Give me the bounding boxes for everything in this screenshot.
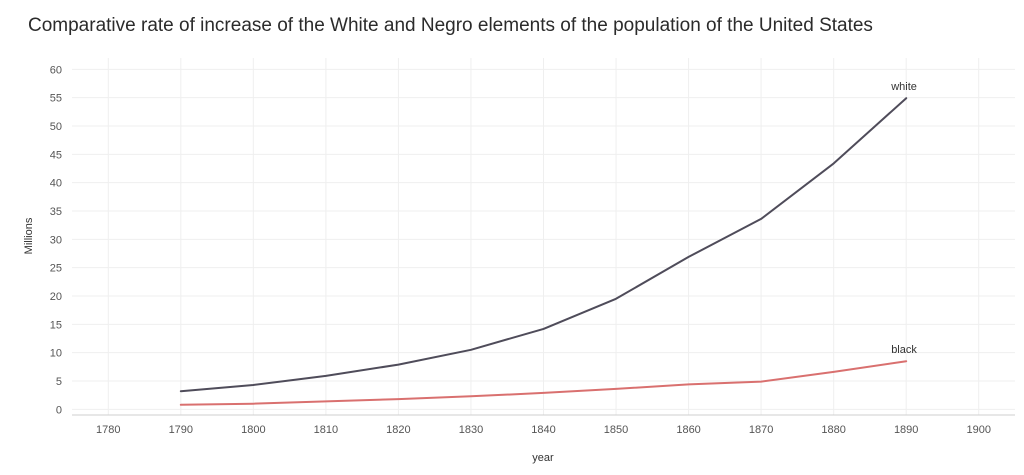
grid [72, 58, 1015, 415]
y-tick-label: 5 [56, 376, 62, 388]
x-axis-title: year [532, 452, 554, 464]
y-tick-label: 10 [50, 348, 62, 360]
series-line-black [179, 360, 908, 406]
y-tick-label: 0 [56, 404, 62, 416]
x-tick-label: 1900 [966, 424, 990, 436]
y-axis-title: Millions [23, 217, 35, 254]
series-label-black: black [891, 344, 917, 356]
y-tick-label: 25 [50, 263, 62, 275]
x-tick-label: 1880 [821, 424, 845, 436]
chart-title: Comparative rate of increase of the Whit… [28, 15, 873, 36]
y-tick-label: 20 [50, 291, 62, 303]
series-label-white: white [890, 81, 917, 93]
x-tick-label: 1840 [531, 424, 555, 436]
series-lines [179, 97, 908, 406]
y-tick-label: 45 [50, 149, 62, 161]
x-tick-label: 1870 [749, 424, 773, 436]
y-tick-label: 55 [50, 93, 62, 105]
x-tick-label: 1850 [604, 424, 628, 436]
y-tick-label: 40 [50, 178, 62, 190]
y-tick-label: 35 [50, 206, 62, 218]
x-tick-label: 1790 [169, 424, 193, 436]
y-tick-label: 30 [50, 234, 62, 246]
y-tick-label: 15 [50, 319, 62, 331]
x-tick-label: 1810 [314, 424, 338, 436]
series-line-white [179, 97, 908, 393]
x-tick-label: 1800 [241, 424, 265, 436]
x-tick-label: 1820 [386, 424, 410, 436]
x-tick-label: 1780 [96, 424, 120, 436]
x-tick-label: 1890 [894, 424, 918, 436]
y-tick-label: 60 [50, 64, 62, 76]
axes: 1780 1790 1800 1810 1820 1830 1840 1850 1860 1870… [50, 64, 1015, 436]
series-labels: white black [890, 81, 917, 356]
x-tick-label: 1860 [676, 424, 700, 436]
y-tick-label: 50 [50, 121, 62, 133]
x-tick-label: 1830 [459, 424, 483, 436]
